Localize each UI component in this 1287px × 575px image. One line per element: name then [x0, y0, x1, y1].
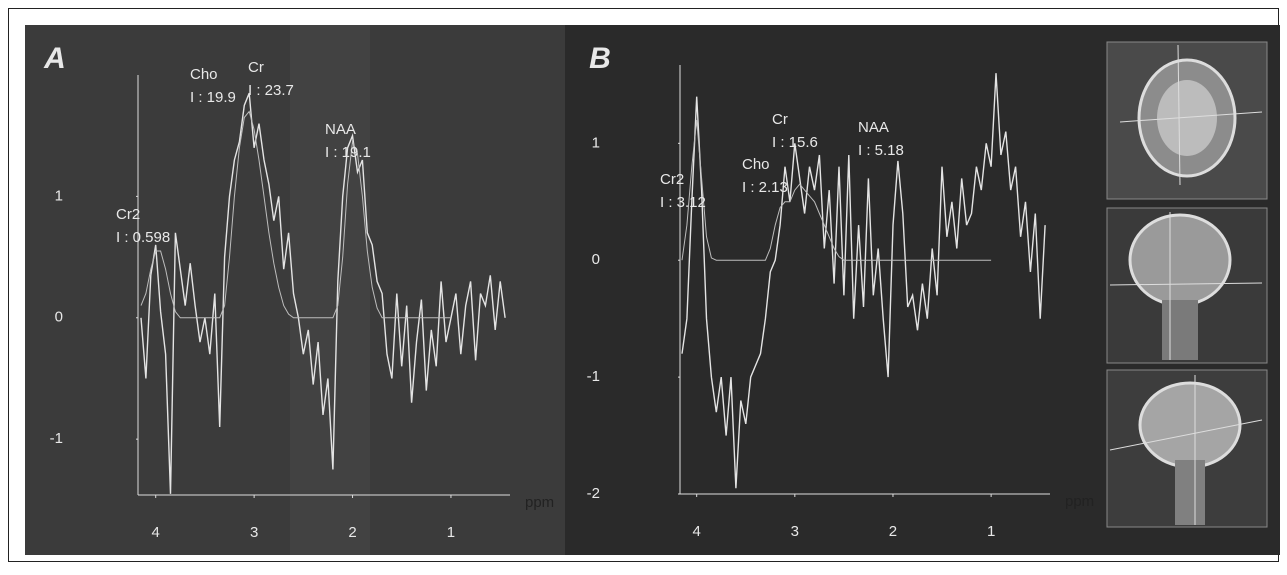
- x-tick-label: 1: [447, 524, 455, 541]
- peak-name: NAA: [325, 121, 356, 138]
- x-tick-label: 4: [693, 523, 701, 540]
- peak-integral: I : 19.1: [325, 144, 371, 161]
- peak-integral: I : 23.7: [248, 82, 294, 99]
- peak-name: Cr: [772, 111, 788, 128]
- brain: [1140, 383, 1240, 467]
- peak-integral: I : 0.598: [116, 229, 170, 246]
- x-tick-label: 3: [791, 523, 799, 540]
- mri-thumbnails: [1107, 42, 1267, 527]
- y-tick-label: 0: [55, 309, 63, 326]
- peak-integral: I : 2.13: [742, 179, 788, 196]
- neck: [1175, 460, 1205, 525]
- y-tick-label: -2: [587, 485, 600, 502]
- x-tick-label: 4: [152, 524, 160, 541]
- x-tick-label: 2: [889, 523, 897, 540]
- x-tick-label: 3: [250, 524, 258, 541]
- x-axis-label: ppm: [1065, 493, 1094, 510]
- panel-a-band: [290, 25, 370, 555]
- peak-name: Cho: [742, 156, 770, 173]
- figure: -1014321ppmACr2I : 0.598ChoI : 19.9CrI :…: [0, 0, 1287, 570]
- peak-integral: I : 15.6: [772, 134, 818, 151]
- panel-label: B: [589, 42, 611, 75]
- panel-label: A: [43, 42, 66, 75]
- peak-name: NAA: [858, 119, 889, 136]
- brain-inner: [1157, 80, 1217, 156]
- peak-integral: I : 19.9: [190, 89, 236, 106]
- x-tick-label: 2: [348, 524, 356, 541]
- neck: [1162, 300, 1198, 360]
- x-axis-label: ppm: [525, 494, 554, 511]
- peak-name: Cr2: [660, 171, 684, 188]
- peak-integral: I : 5.18: [858, 142, 904, 159]
- y-tick-label: 1: [55, 187, 63, 204]
- y-tick-label: 0: [592, 251, 600, 268]
- y-tick-label: -1: [50, 430, 63, 447]
- y-tick-label: -1: [587, 368, 600, 385]
- y-tick-label: 1: [592, 134, 600, 151]
- brain: [1130, 215, 1230, 305]
- peak-integral: I : 3.12: [660, 194, 706, 211]
- peak-name: Cho: [190, 66, 218, 83]
- peak-name: Cr: [248, 59, 264, 76]
- peak-name: Cr2: [116, 206, 140, 223]
- x-tick-label: 1: [987, 523, 995, 540]
